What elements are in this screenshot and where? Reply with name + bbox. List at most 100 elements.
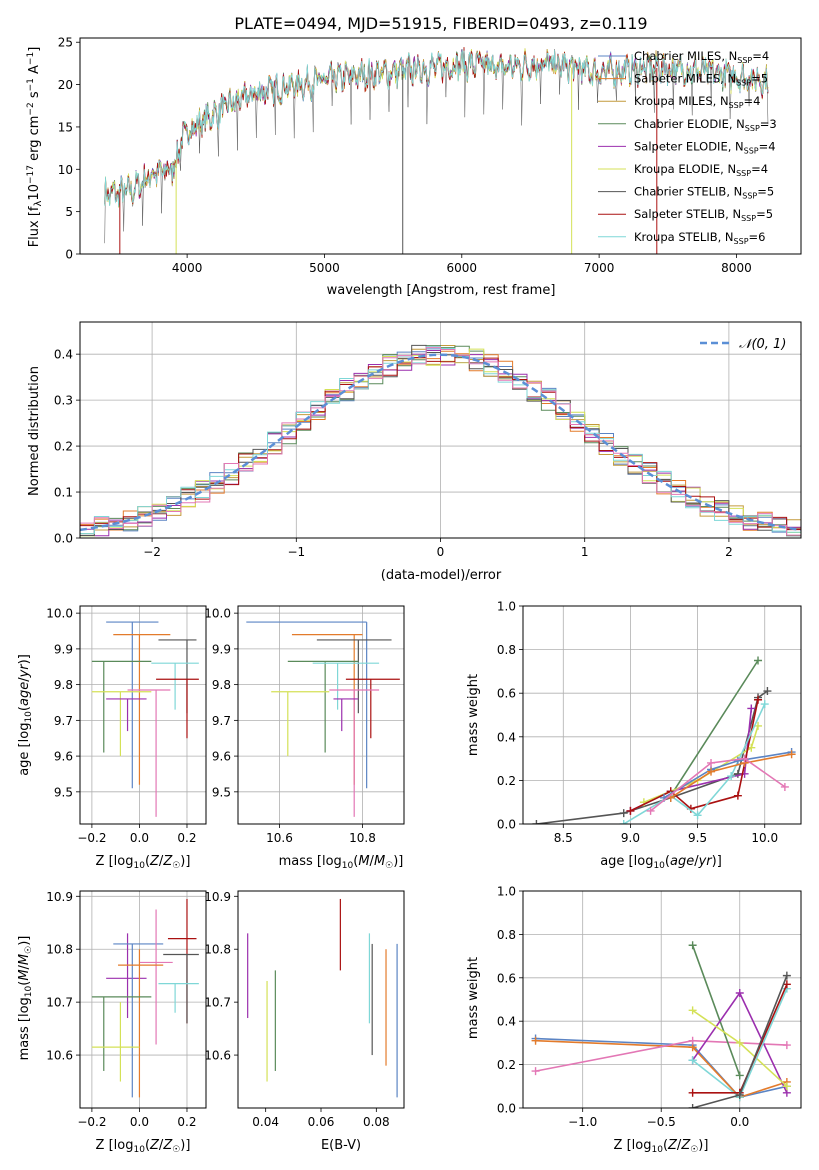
plot-area [91, 898, 199, 1098]
weight-marker [763, 687, 772, 696]
weight-marker [531, 1067, 540, 1076]
x-tick-label: 5000 [309, 261, 340, 275]
residuals-legend: 𝒩(0, 1) [700, 337, 786, 352]
y-tick-label: 9.7 [54, 714, 73, 728]
y-tick-label: 5 [65, 205, 73, 219]
axes-frame [522, 890, 802, 1109]
y-tick-label: 10.6 [46, 1049, 73, 1063]
mass-vs-ebv-xlabel: E(B-V) [321, 1138, 361, 1153]
mass-vs-ebv-plot: 0.04 0.06 0.08 10.6 10.7 10.8 10.9 [204, 890, 405, 1129]
x-tick-label: 1 [581, 545, 589, 559]
weight-vs-age-plot: 8.5 9.0 9.5 10.0 0.0 0.2 0.4 0.6 0.8 1.0 [497, 600, 802, 845]
weight-vs-z-xlabel: Z [log10(Z/Z☉)] [614, 1138, 709, 1155]
weight-marker [760, 700, 769, 709]
plot-area [532, 656, 796, 824]
y-tick-label: 15 [58, 120, 73, 134]
weight-marker [688, 1056, 697, 1065]
weight-marker [646, 806, 655, 815]
panel-weight-vs-age: 8.5 9.0 9.5 10.0 0.0 0.2 0.4 0.6 0.8 1.0 age [log… [466, 600, 802, 871]
panel-weight-vs-z: −1.0 −0.5 0.0 0.0 0.2 0.4 0.6 0.8 1.0 Z [log10(Z… [466, 885, 802, 1155]
axes-frame [79, 605, 207, 825]
weight-marker [735, 1038, 744, 1047]
weight-marker [688, 1006, 697, 1015]
y-tick-label: 0.2 [497, 774, 516, 788]
legend-label: Chabrier MILES, NSSP=4 [634, 49, 769, 65]
x-tick-label: 10.6 [266, 831, 293, 845]
axes-frame [79, 321, 802, 539]
weight-marker [688, 1088, 697, 1097]
axes-frame [522, 605, 802, 825]
weight-marker [740, 754, 749, 763]
y-tick-label: 0.4 [54, 348, 73, 362]
legend-label: Kroupa ELODIE, NSSP=4 [634, 162, 768, 178]
spectrum-ylabel: Flux [fλ10−17 erg cm−2 s−1 A−1] [26, 47, 44, 248]
y-tick-label: 9.6 [54, 750, 73, 764]
x-tick-label: 8000 [721, 261, 752, 275]
histogram-pink [80, 346, 801, 536]
histogram-salpeter-elodie [80, 350, 801, 537]
plot-area [531, 941, 791, 1108]
mass-vs-z-xlabel: Z [log10(Z/Z☉)] [96, 1138, 191, 1155]
y-tick-label: 9.7 [212, 714, 231, 728]
weight-marker [787, 750, 796, 759]
x-tick-label: −0.2 [77, 1115, 106, 1129]
x-tick-label: 0.2 [177, 1115, 196, 1129]
weight-marker [727, 772, 736, 781]
x-tick-label: 10.8 [349, 831, 376, 845]
axes-frame [79, 890, 207, 1109]
weight-marker [688, 941, 697, 950]
y-tick-label: 10.7 [204, 996, 231, 1010]
x-tick-label: 7000 [584, 261, 615, 275]
weight-marker [780, 782, 789, 791]
legend-label: Chabrier STELIB, NSSP=5 [634, 185, 774, 201]
weight-marker [693, 811, 702, 820]
y-tick-label: 9.6 [212, 750, 231, 764]
weight-vs-age-xlabel: age [log10(age/yr)] [600, 854, 722, 871]
weight-marker [707, 758, 716, 767]
axes-frame [79, 37, 802, 255]
panel-spectrum: 4000 5000 6000 7000 8000 0 5 10 15 20 25 Chabrier M… [26, 36, 802, 298]
y-tick-label: 0.8 [497, 643, 516, 657]
y-tick-label: 1.0 [497, 600, 516, 614]
weight-vs-z-plot: −1.0 −0.5 0.0 0.0 0.2 0.4 0.6 0.8 1.0 [497, 885, 802, 1129]
weight-marker [735, 1090, 744, 1099]
histogram-kroupa-elodie [80, 348, 801, 537]
x-tick-label: 0.0 [130, 1115, 149, 1129]
x-tick-label: −0.2 [77, 831, 106, 845]
x-tick-label: 0.0 [130, 831, 149, 845]
y-tick-label: 20 [58, 78, 73, 92]
spectrum-legend: Chabrier MILES, NSSP=4 Salpeter MILES, NS… [598, 49, 777, 246]
weight-marker [733, 791, 742, 800]
plot-area [104, 47, 769, 254]
y-tick-label: 0.1 [54, 486, 73, 500]
weight-vs-age-ylabel: mass weight [466, 674, 481, 756]
legend-label: Salpeter MILES, NSSP=5 [634, 72, 768, 88]
legend-label: Kroupa STELIB, NSSP=6 [634, 230, 765, 246]
y-tick-label: 10.0 [46, 607, 73, 621]
plot-area [80, 344, 801, 537]
y-tick-label: 1.0 [497, 885, 516, 899]
weight-vs-z-ylabel: mass weight [466, 957, 481, 1039]
weight-marker [707, 767, 716, 776]
y-tick-label: 10.9 [204, 890, 231, 904]
y-tick-label: 9.8 [212, 678, 231, 692]
y-tick-label: 0.2 [497, 1058, 516, 1072]
weight-marker [735, 1071, 744, 1080]
axes-frame [237, 890, 405, 1109]
legend-label: Kroupa MILES, NSSP=4 [634, 94, 760, 110]
weight-marker [733, 769, 742, 778]
x-tick-label: −2 [143, 545, 161, 559]
figure-title: PLATE=0494, MJD=51915, FIBERID=0493, z=0… [234, 14, 647, 33]
x-tick-label: 10.0 [751, 831, 778, 845]
y-tick-label: 10.7 [46, 996, 73, 1010]
x-tick-label: 0 [437, 545, 445, 559]
legend-label: Salpeter ELODIE, NSSP=4 [634, 139, 776, 155]
plot-area [247, 898, 398, 1098]
x-tick-label: 9.0 [621, 831, 640, 845]
y-tick-label: 0 [65, 248, 73, 262]
y-tick-label: 0.3 [54, 394, 73, 408]
weight-marker [626, 806, 635, 815]
y-tick-label: 0.6 [497, 971, 516, 985]
residuals-ylabel: Normed distribution [27, 366, 42, 496]
